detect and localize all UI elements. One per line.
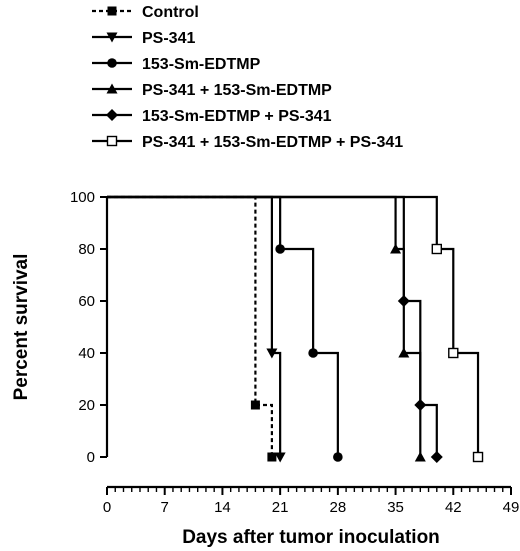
series-3 xyxy=(107,195,343,462)
series-4 xyxy=(107,195,426,462)
y-tick-label: 80 xyxy=(78,241,95,258)
legend-marker xyxy=(107,6,117,16)
data-point xyxy=(472,451,484,463)
x-tick-label: 21 xyxy=(272,499,289,516)
legend-label: PS-341 xyxy=(142,30,195,47)
data-point xyxy=(431,243,442,255)
data-point xyxy=(398,347,410,358)
x-tick-label: 7 xyxy=(161,499,169,516)
axes: 0 20 40 60 80 100 0 7 14 21 28 35 42 49 xyxy=(70,189,519,516)
legend-entry: PS-341 + 153-Sm-EDTMP xyxy=(92,82,332,99)
data-point xyxy=(414,399,427,411)
legend-label: PS-341 + 153-Sm-EDTMP + PS-341 xyxy=(142,134,403,151)
x-axis-title: Days after tumor inoculation xyxy=(182,527,440,548)
legend-marker xyxy=(107,58,117,68)
y-tick-label: 60 xyxy=(78,293,95,310)
data-point xyxy=(274,452,286,463)
data-point xyxy=(275,244,285,254)
y-tick-label: 0 xyxy=(87,449,95,466)
series-line xyxy=(107,195,339,457)
legend-label: 153-Sm-EDTMP + PS-341 xyxy=(142,108,332,125)
y-tick-label: 20 xyxy=(78,397,95,414)
x-tick-label: 35 xyxy=(387,499,404,516)
legend-marker xyxy=(106,109,118,121)
x-tick-label: 28 xyxy=(330,499,347,516)
survival-curves xyxy=(107,195,484,463)
legend-label: 153-Sm-EDTMP xyxy=(142,56,261,73)
data-point xyxy=(267,452,277,462)
legend-entry: 153-Sm-EDTMP + PS-341 xyxy=(92,108,332,125)
data-point xyxy=(448,347,459,359)
x-tick-label: 0 xyxy=(103,499,111,516)
legend-label: PS-341 + 153-Sm-EDTMP xyxy=(142,82,332,99)
legend-marker xyxy=(106,83,118,94)
legend-entry: PS-341 + 153-Sm-EDTMP + PS-341 xyxy=(92,134,403,151)
series-6 xyxy=(107,195,484,463)
legend-label: Control xyxy=(142,4,199,21)
series-1 xyxy=(107,195,277,462)
series-line xyxy=(107,195,480,457)
data-point xyxy=(250,400,260,410)
x-tick-label: 42 xyxy=(445,499,462,516)
legend-entry: 153-Sm-EDTMP xyxy=(92,56,261,73)
legend-entry: PS-341 xyxy=(92,30,195,47)
data-point xyxy=(308,348,318,358)
data-point xyxy=(397,295,410,307)
x-tick-label: 49 xyxy=(503,499,520,516)
legend-entry: Control xyxy=(92,4,199,21)
legend-marker xyxy=(106,135,118,147)
y-tick-label: 40 xyxy=(78,345,95,362)
legend-marker xyxy=(106,32,118,43)
series-line xyxy=(107,195,273,457)
legend: Control PS-341 153-Sm-EDTMP PS-341 + 153-Sm… xyxy=(92,4,403,151)
series-2 xyxy=(107,195,286,463)
y-tick-label: 100 xyxy=(70,189,95,206)
data-point xyxy=(430,451,443,463)
data-point xyxy=(390,243,402,254)
series-line xyxy=(107,195,422,457)
series-line xyxy=(107,195,282,457)
x-tick-label: 14 xyxy=(214,499,231,516)
y-axis-title: Percent survival xyxy=(11,254,32,401)
data-point xyxy=(333,452,343,462)
series-5 xyxy=(107,195,443,463)
data-point xyxy=(266,348,278,359)
data-point xyxy=(414,451,426,462)
